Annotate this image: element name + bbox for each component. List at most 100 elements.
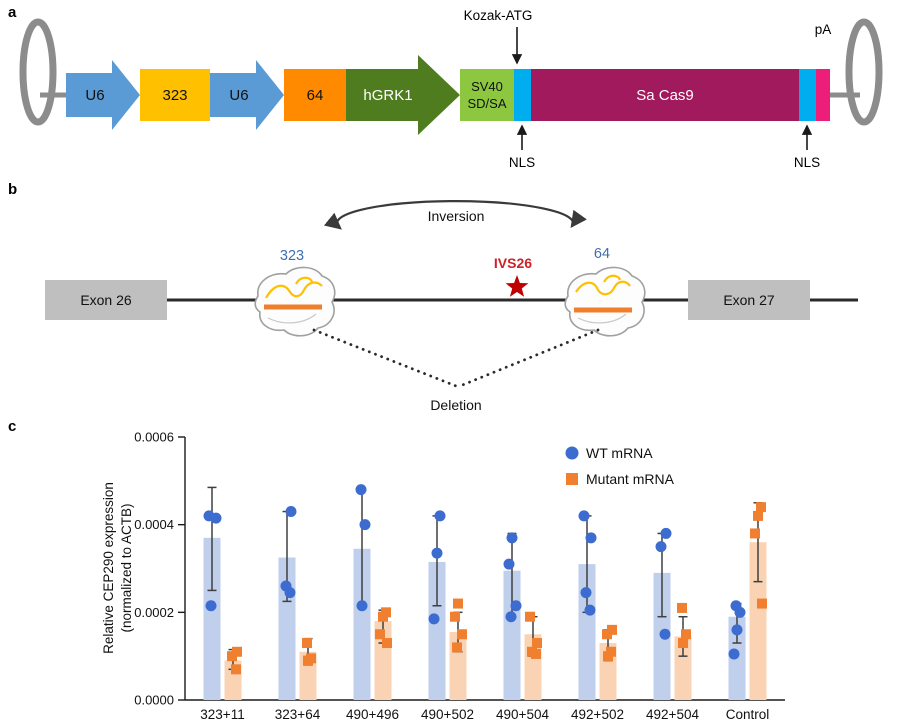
polya-box: [816, 69, 830, 121]
data-point-mutant-mrna: [302, 638, 312, 649]
data-point-mutant-mrna: [681, 629, 691, 640]
data-point-mutant-mrna: [757, 598, 767, 609]
data-point-wt-mrna: [431, 547, 443, 559]
exon-26-box: [45, 280, 167, 320]
data-point-wt-mrna: [505, 611, 517, 623]
data-point-wt-mrna: [659, 628, 671, 640]
deletion-line-right: [458, 328, 600, 388]
sv40-label-line2: SD/SA: [467, 96, 506, 111]
polya-label: pA: [815, 22, 832, 37]
legend-label-wt-mrna: WT mRNA: [586, 445, 653, 461]
data-point-wt-mrna: [660, 527, 672, 539]
u6-label-2: U6: [229, 87, 248, 104]
sacas9-box: [531, 69, 799, 121]
data-point-wt-mrna: [734, 606, 746, 618]
data-point-mutant-mrna: [457, 629, 467, 640]
x-category-label: 490+496: [346, 707, 399, 722]
data-point-mutant-mrna: [678, 638, 688, 649]
bar-wt-mrna-323-11: [203, 537, 221, 700]
data-point-wt-mrna: [285, 506, 297, 518]
panel-c-label: c: [8, 418, 17, 435]
exon-26-label: Exon 26: [80, 292, 132, 308]
x-category-label: 490+504: [496, 707, 549, 722]
u6-promoter-arrow-2: [210, 60, 284, 130]
data-point-mutant-mrna: [375, 629, 385, 640]
panel-c-bar-chart: Relative CEP290 expression (normalized t…: [101, 430, 785, 722]
data-point-mutant-mrna: [753, 510, 763, 521]
data-point-wt-mrna: [731, 624, 743, 636]
data-point-wt-mrna: [580, 587, 592, 599]
guide-64-label: 64: [594, 246, 610, 262]
data-point-wt-mrna: [284, 587, 296, 599]
data-point-wt-mrna: [506, 532, 518, 544]
data-point-wt-mrna: [728, 648, 740, 660]
cas9-blob-left-icon: [254, 266, 336, 337]
panel-b-editing-diagram: Exon 26 Exon 27 Inversion 323 64 IVS26 D…: [45, 200, 858, 413]
cas9-right-fold-line: [577, 313, 627, 324]
y-tick-label: 0.0000: [134, 693, 174, 708]
sacas9-label: Sa Cas9: [636, 87, 694, 104]
x-category-label: 492+502: [571, 707, 624, 722]
data-point-wt-mrna: [585, 532, 597, 544]
cas9-blob-right-icon: [564, 266, 646, 337]
spacer-64-label: 64: [307, 87, 324, 104]
nls-right-label: NLS: [794, 155, 820, 170]
nls-left-label: NLS: [509, 155, 535, 170]
data-point-wt-mrna: [584, 604, 596, 616]
y-tick-label: 0.0004: [134, 517, 174, 532]
data-point-mutant-mrna: [603, 651, 613, 662]
nls-box-right: [799, 69, 816, 121]
data-point-wt-mrna: [210, 512, 222, 524]
cas9-left-fold-line: [267, 313, 317, 324]
ivs26-label: IVS26: [494, 255, 532, 271]
data-point-wt-mrna: [205, 600, 217, 612]
chart-plot-area: 0.0000 0.0002 0.0004 0.0006 323+11 323+64 490+…: [134, 430, 785, 722]
data-point-mutant-mrna: [227, 651, 237, 662]
u6-label-1: U6: [85, 87, 104, 104]
data-point-mutant-mrna: [677, 602, 687, 613]
data-point-mutant-mrna: [378, 611, 388, 622]
sv40-sdsa-box: [460, 69, 514, 121]
itr-right-icon: [845, 18, 883, 126]
exon-27-box: [688, 280, 810, 320]
bar-wt-mrna-490-496: [353, 548, 371, 700]
bar-wt-mrna-492-502: [578, 564, 596, 700]
deletion-line-left: [312, 328, 458, 388]
guide-323-label: 323: [280, 248, 304, 264]
spacer-323-box: [140, 69, 210, 121]
hgrk1-label: hGRK1: [363, 87, 412, 104]
data-point-wt-mrna: [503, 558, 515, 570]
data-point-mutant-mrna: [525, 611, 535, 622]
data-point-wt-mrna: [428, 613, 440, 625]
sgrna-left-icon: [265, 276, 323, 299]
bar-wt-mrna-490-502: [428, 561, 446, 700]
data-point-wt-mrna: [356, 600, 368, 612]
ivs26-star-icon: [505, 275, 529, 297]
itr-left-icon: [19, 18, 57, 126]
data-point-wt-mrna: [578, 510, 590, 522]
inversion-arrow-icon: [323, 200, 587, 230]
data-point-wt-mrna: [655, 541, 667, 553]
exon-27-label: Exon 27: [723, 292, 775, 308]
data-point-mutant-mrna: [453, 598, 463, 609]
data-point-mutant-mrna: [382, 638, 392, 649]
data-point-mutant-mrna: [750, 528, 760, 539]
panel-a-construct-diagram: U6 323 U6 64 hGRK1 SV40 SD/SA Sa Cas9 Ko…: [19, 8, 883, 170]
y-tick-label: 0.0002: [134, 605, 174, 620]
y-axis-title-line1: Relative CEP290 expression: [101, 482, 116, 654]
data-point-mutant-mrna: [602, 629, 612, 640]
data-point-mutant-mrna: [452, 642, 462, 653]
data-point-wt-mrna: [355, 484, 367, 496]
spacer-64-box: [284, 69, 346, 121]
data-point-mutant-mrna: [450, 611, 460, 622]
x-category-label: 323+64: [275, 707, 321, 722]
panel-b-label: b: [8, 181, 18, 198]
y-tick-label: 0.0006: [134, 430, 174, 445]
spacer-323-label: 323: [162, 87, 187, 104]
sgrna-right-icon: [575, 274, 631, 296]
data-point-mutant-mrna: [303, 655, 313, 666]
nls-box-left: [514, 69, 531, 121]
data-point-mutant-mrna: [532, 638, 542, 649]
panel-a-label: a: [8, 4, 17, 21]
